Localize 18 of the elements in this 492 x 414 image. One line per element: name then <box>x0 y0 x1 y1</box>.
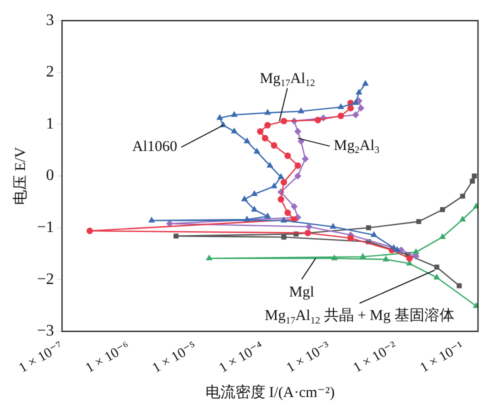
y-tick-label: 0 <box>46 167 54 184</box>
y-axis-title: 电压 E/V <box>12 146 29 205</box>
y-tick-label: −1 <box>36 218 54 236</box>
x-tick-label: 1 × 10⁻⁶ <box>83 339 133 376</box>
x-axis-title: 电流密度 I/(A·cm⁻²) <box>205 384 335 401</box>
x-tick-label: 1 × 10⁻⁴ <box>216 339 266 376</box>
y-tick-label: 3 <box>46 12 54 29</box>
x-tick-label: 1 × 10⁻⁷ <box>16 339 66 376</box>
x-tick-label: 1 × 10⁻³ <box>284 339 333 376</box>
x-tick-label: 1 × 10⁻⁵ <box>150 339 200 376</box>
y-tick-label: 1 <box>46 115 54 132</box>
y-tick-label: −3 <box>36 322 54 340</box>
annotation: Mgl <box>289 284 314 300</box>
x-tick-label: 1 × 10⁻² <box>351 339 400 376</box>
y-tick-label: −2 <box>36 270 54 288</box>
x-tick-label: 1 × 10⁻¹ <box>418 339 466 376</box>
annotation: Al1060 <box>132 139 178 156</box>
y-tick-label: 2 <box>46 64 54 81</box>
